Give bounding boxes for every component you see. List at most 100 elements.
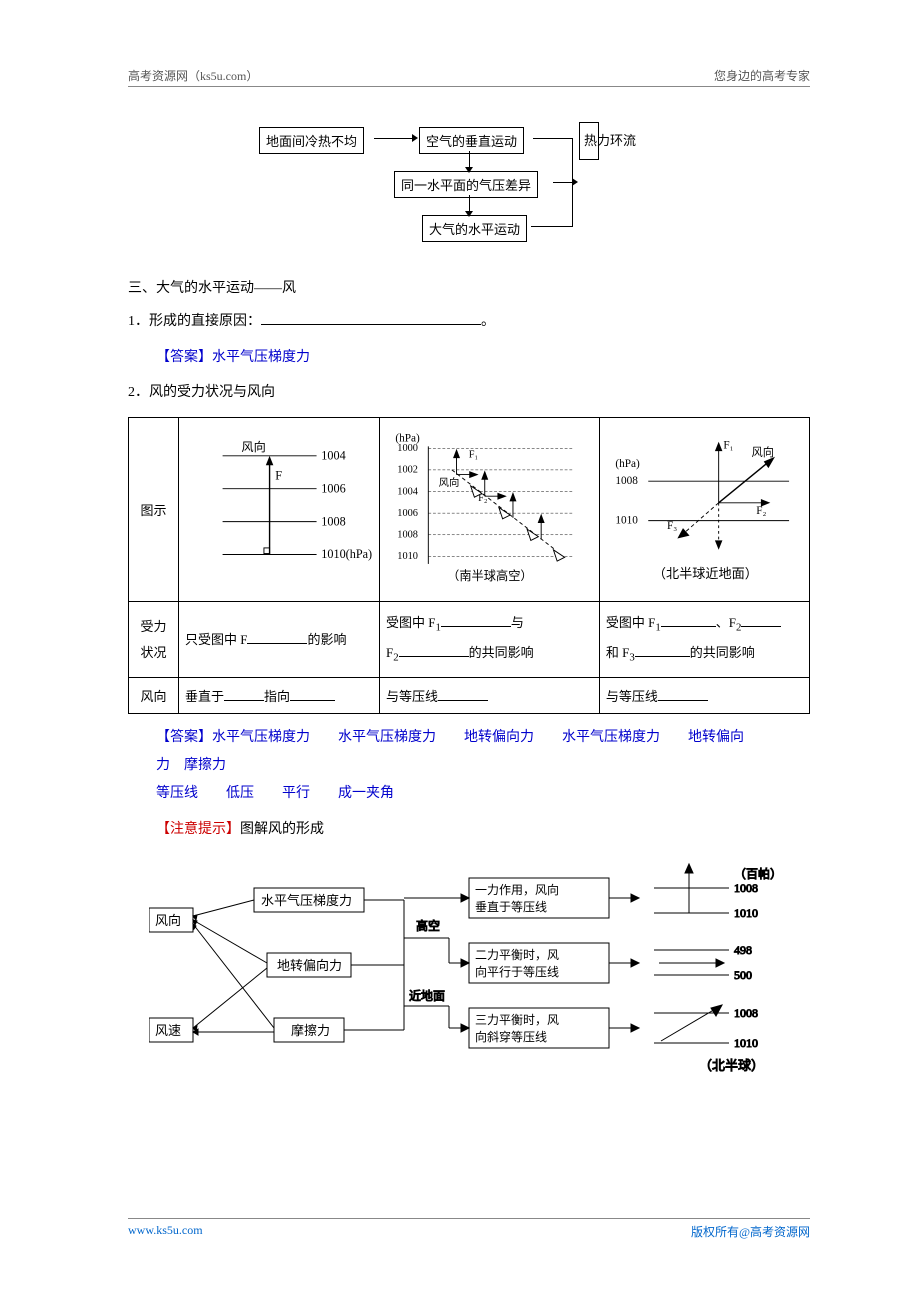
svg-text:F₁: F₁	[723, 440, 733, 452]
wind-cell-3: 与等压线	[599, 677, 809, 713]
arrow-3-head	[465, 211, 473, 217]
row-label-1: 图示	[129, 418, 179, 602]
svg-text:1010: 1010	[734, 906, 758, 920]
svg-text:地转偏向力: 地转偏向力	[277, 958, 342, 973]
wind-cell-2: 与等压线	[379, 677, 599, 713]
d1-wind: 风向	[241, 439, 265, 454]
svg-text:(hPa): (hPa)	[615, 459, 640, 471]
wind-cell-1: 垂直于指向	[179, 677, 380, 713]
force-cell-2: 受图中 F1与 F2的共同影响	[379, 602, 599, 678]
svg-text:1008: 1008	[397, 530, 418, 541]
svg-text:1008: 1008	[734, 1006, 758, 1020]
bracket-arrow	[572, 178, 578, 186]
svg-text:498: 498	[734, 943, 752, 957]
svg-text:风向: 风向	[439, 476, 460, 489]
answers-block-2: 【答案】水平气压梯度力 水平气压梯度力 地转偏向力 水平气压梯度力 地转偏向 力…	[156, 724, 810, 808]
wind-forces-table: 图示 风向 1004 1006 1008 1010(hPa) F	[128, 417, 810, 714]
svg-text:1008: 1008	[321, 515, 345, 529]
footer-right: 版权所有@高考资源网	[691, 1223, 810, 1240]
tip-label: 【注意提示】	[156, 822, 240, 837]
ans2-l1: 水平气压梯度力 水平气压梯度力 地转偏向力 水平气压梯度力 地转偏向	[212, 730, 744, 745]
svg-text:（南半球高空）: （南半球高空）	[447, 568, 533, 583]
arrow-top-r	[533, 138, 573, 139]
svg-text:1010: 1010	[734, 1036, 758, 1050]
q1-blank	[261, 310, 481, 325]
svg-text:向斜穿等压线: 向斜穿等压线	[475, 1029, 547, 1044]
arrow-1	[374, 138, 414, 139]
force-cell-3: 受图中 F1、F2 和 F3的共同影响	[599, 602, 809, 678]
svg-text:500: 500	[734, 968, 752, 982]
question-2: 2．风的受力状况与风向	[128, 380, 810, 405]
flow-tall-box: 热力环流	[579, 122, 599, 160]
tip-text: 图解风的形成	[240, 822, 324, 837]
diagram-3-svg: (hPa) 1008 1010 F₁ 风向 F₂	[606, 426, 803, 589]
flow-box-4: 大气的水平运动	[422, 215, 527, 242]
svg-text:二力平衡时，风: 二力平衡时，风	[475, 948, 559, 962]
wind-formation-diagram: 风向 风速 水平气压梯度力 地转偏向力 摩擦力 一力作用，风向 垂直于等压线	[149, 858, 789, 1088]
q1-suffix: 。	[481, 314, 495, 329]
page-header: 高考资源网（ks5u.com） 您身边的高考专家	[128, 67, 810, 87]
footer-left: www.ks5u.com	[128, 1223, 203, 1240]
svg-text:（北半球）: （北半球）	[699, 1058, 764, 1073]
force-cell-1: 只受图中 F的影响	[179, 602, 380, 678]
arrow-mid-r	[553, 182, 573, 183]
svg-text:风向: 风向	[751, 445, 774, 459]
svg-text:1000: 1000	[397, 443, 418, 454]
svg-text:1006: 1006	[397, 508, 418, 519]
section-3-title: 三、大气的水平运动——风	[128, 277, 810, 297]
svg-text:1010: 1010	[615, 515, 638, 527]
svg-text:1002: 1002	[397, 465, 418, 476]
svg-text:1008: 1008	[615, 475, 638, 487]
ans2-l3: 等压线 低压 平行 成一夹角	[156, 786, 394, 801]
row-label-2: 受力状况	[129, 602, 179, 678]
arrow-2-head	[465, 167, 473, 173]
svg-text:1010: 1010	[397, 552, 418, 563]
tip-line: 【注意提示】图解风的形成	[156, 818, 810, 838]
diagram-cell-2: (hPa) 1000 1002 1004 1006 1008 1010	[379, 418, 599, 602]
diagram-1-svg: 风向 1004 1006 1008 1010(hPa) F	[185, 426, 373, 589]
arrow-bot-r	[531, 226, 573, 227]
arrow-1-head	[412, 134, 418, 142]
flow-box-3: 同一水平面的气压差异	[394, 171, 538, 198]
answer-1-label: 【答案】	[156, 350, 212, 365]
svg-text:水平气压梯度力: 水平气压梯度力	[261, 893, 352, 908]
diagram-cell-1: 风向 1004 1006 1008 1010(hPa) F	[179, 418, 380, 602]
flow-box-2: 空气的垂直运动	[419, 127, 524, 154]
answer-1-text: 水平气压梯度力	[212, 350, 310, 365]
flow-box-1: 地面间冷热不均	[259, 127, 364, 154]
ans2-l2: 力 摩擦力	[156, 758, 226, 773]
thermal-circulation-flowchart: 地面间冷热不均 空气的垂直运动 同一水平面的气压差异 大气的水平运动 热力环流	[259, 127, 679, 247]
svg-text:风向: 风向	[155, 913, 181, 928]
svg-text:F₂: F₂	[756, 505, 766, 517]
f1-blank	[247, 629, 307, 643]
svg-text:三力平衡时，风: 三力平衡时，风	[475, 1013, 559, 1027]
row-label-3: 风向	[129, 677, 179, 713]
svg-text:垂直于等压线: 垂直于等压线	[475, 900, 547, 914]
svg-text:1006: 1006	[321, 482, 345, 496]
ans2-label: 【答案】	[156, 730, 212, 745]
svg-text:1004: 1004	[397, 487, 418, 498]
svg-text:1008: 1008	[734, 881, 758, 895]
header-right: 您身边的高考专家	[714, 67, 810, 84]
svg-text:向平行于等压线: 向平行于等压线	[475, 964, 559, 979]
svg-text:风速: 风速	[155, 1023, 181, 1038]
svg-text:F₃: F₃	[667, 520, 677, 532]
page-footer: www.ks5u.com 版权所有@高考资源网	[128, 1218, 810, 1240]
svg-text:F: F	[275, 469, 282, 483]
diagram-cell-3: (hPa) 1008 1010 F₁ 风向 F₂	[599, 418, 809, 602]
svg-text:（百帕）: （百帕）	[734, 866, 782, 881]
question-1: 1．形成的直接原因： 。	[128, 309, 810, 334]
answer-1: 【答案】水平气压梯度力	[156, 346, 810, 366]
wind-formation-svg: 风向 风速 水平气压梯度力 地转偏向力 摩擦力 一力作用，风向 垂直于等压线	[149, 858, 789, 1088]
svg-text:高空: 高空	[416, 918, 440, 933]
svg-text:近地面: 近地面	[409, 989, 445, 1003]
svg-text:摩擦力: 摩擦力	[291, 1023, 330, 1038]
svg-text:（北半球近地面）: （北半球近地面）	[653, 566, 758, 581]
header-left: 高考资源网（ks5u.com）	[128, 67, 258, 84]
q1-prefix: 1．形成的直接原因：	[128, 314, 261, 329]
svg-text:1004: 1004	[321, 449, 345, 463]
diagram-2-svg: (hPa) 1000 1002 1004 1006 1008 1010	[386, 426, 593, 589]
svg-text:1010(hPa): 1010(hPa)	[321, 548, 372, 562]
svg-text:一力作用，风向: 一力作用，风向	[475, 882, 559, 897]
svg-text:F₁: F₁	[469, 450, 478, 461]
